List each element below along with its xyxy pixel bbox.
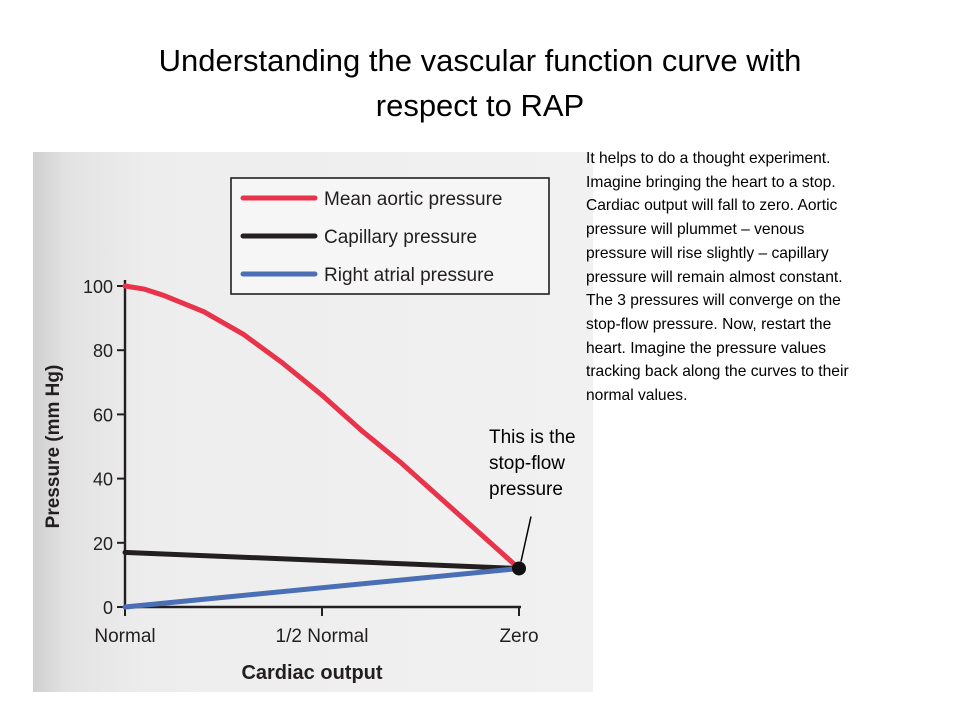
chart-legend: Mean aortic pressure Capillary pressure Ri… — [230, 177, 550, 295]
callout-line: pressure — [489, 479, 563, 500]
y-tick-label: 0 — [103, 598, 113, 618]
y-tick-label: 20 — [93, 534, 113, 554]
explanation-line: Imagine bringing the heart to a stop. — [586, 173, 836, 191]
explanation-line: pressure will remain almost constant. — [586, 268, 843, 286]
explanation-line: It helps to do a thought experiment. — [586, 150, 831, 167]
y-axis-label: Pressure (mm Hg) — [43, 365, 64, 529]
legend-label: Right atrial pressure — [324, 265, 494, 286]
x-tick-label: Normal — [94, 626, 155, 647]
callout-line: stop-flow — [489, 453, 566, 474]
explanation-line: Cardiac output will fall to zero. Aortic — [586, 197, 838, 215]
chart-figure: Mean aortic pressure Capillary pressure Ri… — [33, 152, 593, 692]
slide-title: Understanding the vascular function curv… — [40, 38, 920, 128]
x-tick-label: 1/2 Normal — [276, 626, 369, 647]
stop-flow-callout: This is the stop-flow pressure — [489, 425, 609, 503]
stop-flow-point — [512, 561, 526, 576]
explanation-line: pressure will plummet – venous — [586, 221, 805, 239]
explanation-line: pressure will rise slightly – capillary — [586, 244, 829, 262]
y-tick-label: 40 — [93, 470, 113, 490]
chart-svg: Mean aortic pressure Capillary pressure Ri… — [33, 152, 593, 692]
legend-label: Capillary pressure — [324, 227, 477, 248]
x-axis-label: Cardiac output — [241, 662, 382, 684]
y-tick-label: 80 — [93, 341, 113, 361]
slide-title-line-2: respect to RAP — [375, 88, 585, 123]
explanation-line: normal values. — [586, 387, 688, 405]
explanation-text: It helps to do a thought experiment. Ima… — [586, 147, 956, 408]
x-tick-label: Zero — [499, 626, 538, 647]
callout-leader-line — [520, 516, 532, 562]
slide-title-line-1: Understanding the vascular function curv… — [158, 43, 802, 78]
chart-series — [122, 283, 522, 610]
explanation-line: The 3 pressures will converge on the — [586, 292, 841, 310]
right-atrial-pressure-line — [122, 565, 522, 610]
explanation-line: stop-flow pressure. Now, restart the — [586, 315, 832, 333]
legend-label: Mean aortic pressure — [324, 189, 502, 210]
mean-aortic-pressure-line — [122, 283, 522, 571]
y-tick-label: 100 — [83, 277, 113, 297]
callout-line: This is the — [489, 427, 576, 448]
capillary-pressure-line — [122, 549, 522, 571]
explanation-line: tracking back along the curves to their — [586, 363, 849, 381]
explanation-line: heart. Imagine the pressure values — [586, 339, 827, 357]
y-tick-label: 60 — [93, 405, 113, 425]
stop-flow-marker — [512, 516, 532, 576]
